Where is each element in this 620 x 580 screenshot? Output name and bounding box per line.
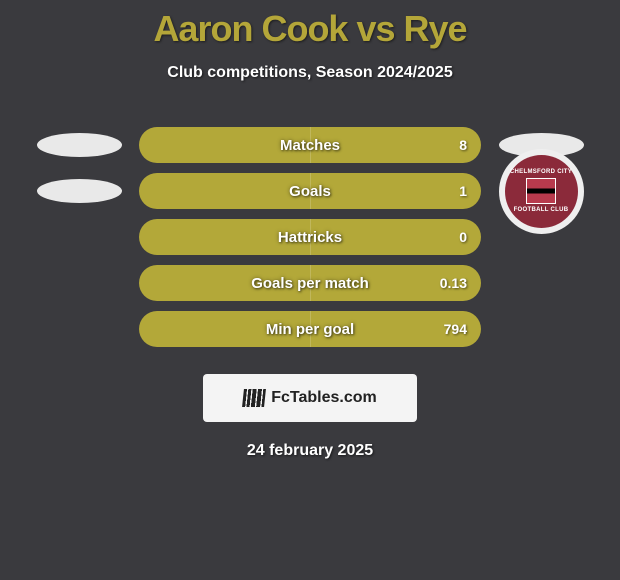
badge-text-top: CHELMSFORD CITY: [510, 169, 572, 175]
placeholder-ellipse: [37, 179, 122, 203]
page-title: Aaron Cook vs Rye: [0, 8, 620, 50]
right-slot: CHELMSFORD CITY FOOTBALL CLUB: [481, 149, 601, 234]
brand-text: FcTables.com: [271, 389, 377, 407]
stat-label: Matches: [280, 137, 340, 154]
stat-bar-gpm: Goals per match 0.13: [139, 265, 481, 301]
stat-right-value: 794: [444, 321, 467, 337]
stat-bar-goals: Goals 1: [139, 173, 481, 209]
stat-bar-hattricks: Hattricks 0: [139, 219, 481, 255]
stat-label: Hattricks: [278, 229, 342, 246]
stat-row: Min per goal 794: [0, 306, 620, 352]
stat-right-value: 8: [459, 137, 467, 153]
stat-label: Goals per match: [251, 275, 369, 292]
brand-box[interactable]: FcTables.com: [203, 374, 417, 422]
left-slot: [19, 133, 139, 157]
club-badge: CHELMSFORD CITY FOOTBALL CLUB: [499, 149, 584, 234]
stat-label: Min per goal: [266, 321, 354, 338]
stat-right-value: 0.13: [440, 275, 467, 291]
stat-right-value: 1: [459, 183, 467, 199]
badge-crest-icon: [526, 178, 556, 204]
badge-text-bottom: FOOTBALL CLUB: [514, 207, 569, 213]
club-badge-inner: CHELMSFORD CITY FOOTBALL CLUB: [505, 155, 578, 228]
left-slot: [19, 179, 139, 203]
stat-row: Goals 1 CHELMSFORD CITY FOOTBALL CLUB: [0, 168, 620, 214]
date-label: 24 february 2025: [0, 442, 620, 460]
placeholder-ellipse: [37, 133, 122, 157]
stat-right-value: 0: [459, 229, 467, 245]
brand-bars-icon: [242, 389, 266, 407]
stat-row: Goals per match 0.13: [0, 260, 620, 306]
subtitle: Club competitions, Season 2024/2025: [0, 64, 620, 82]
stat-bar-mpg: Min per goal 794: [139, 311, 481, 347]
stat-bar-matches: Matches 8: [139, 127, 481, 163]
stats-area: Matches 8 Goals 1 CHELMSFORD CITY: [0, 122, 620, 352]
stat-label: Goals: [289, 183, 331, 200]
comparison-card: Aaron Cook vs Rye Club competitions, Sea…: [0, 0, 620, 460]
